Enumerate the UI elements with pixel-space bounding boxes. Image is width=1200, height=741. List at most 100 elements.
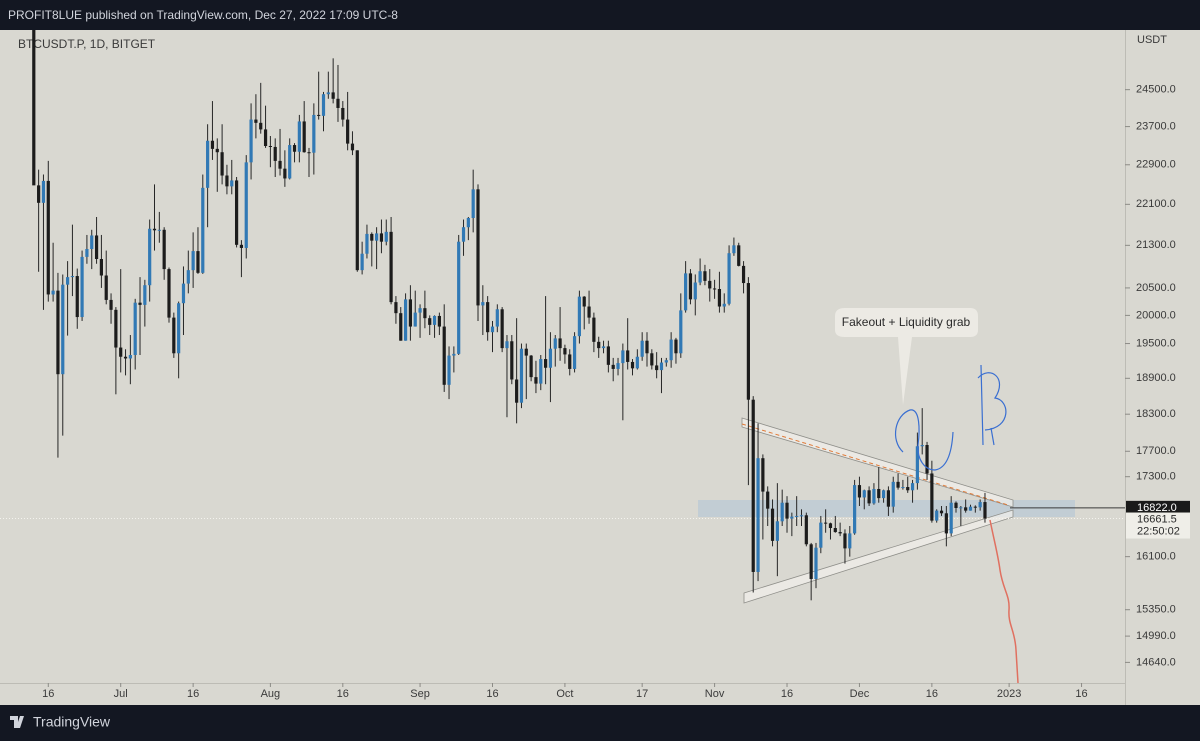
candle-body — [717, 289, 722, 307]
candle-body — [312, 114, 316, 153]
candle-body — [819, 522, 823, 548]
candle-body — [128, 355, 132, 359]
x-tick-label: 2023 — [997, 688, 1021, 700]
candle-body — [814, 547, 818, 579]
candle-body — [379, 233, 384, 242]
candle-body — [119, 347, 123, 357]
candle-body — [679, 310, 683, 354]
annotation-bubble — [835, 308, 978, 405]
candle-body — [935, 510, 939, 521]
x-tick-label: 16 — [781, 688, 793, 700]
candle-body — [452, 353, 456, 356]
candle-body — [461, 227, 466, 242]
candle-body — [302, 121, 306, 153]
annotation: Fakeout + Liquidity grab — [842, 315, 971, 329]
y-tick-label: 14990.0 — [1136, 630, 1176, 642]
candle-body — [664, 360, 668, 363]
x-tick-label: Oct — [556, 688, 573, 700]
candle-body — [891, 481, 895, 507]
candle-body — [32, 30, 36, 186]
candle-body — [973, 506, 977, 508]
candle-body — [577, 296, 581, 337]
letter-b — [977, 364, 1007, 446]
candle-body — [239, 244, 244, 248]
candle-body — [70, 276, 75, 278]
candle-body — [273, 146, 277, 161]
candle-body — [867, 490, 871, 504]
candle-body — [148, 228, 152, 286]
candle-body — [268, 145, 272, 147]
candle-body — [626, 350, 630, 362]
candle-body — [201, 187, 205, 273]
candle-body — [457, 241, 461, 354]
candle-body — [244, 162, 248, 248]
candle-body — [423, 308, 427, 319]
candle-body — [669, 339, 673, 361]
candle-body — [278, 160, 282, 169]
y-tick-label: 22100.0 — [1136, 198, 1176, 210]
candle-body — [659, 362, 664, 371]
candle-body — [360, 253, 364, 271]
candle-body — [399, 313, 403, 341]
candle-body — [862, 490, 866, 498]
candle-body — [355, 150, 359, 271]
candle-body — [80, 256, 84, 318]
x-tick-label: Dec — [850, 688, 870, 700]
candle-body — [210, 140, 215, 149]
candle-body — [99, 259, 103, 276]
candle-body — [684, 273, 688, 311]
candle-body — [254, 119, 258, 123]
y-tick-label: 22900.0 — [1136, 159, 1176, 171]
symbol: BTCUSDT.P, 1D, BITGET — [18, 37, 156, 51]
candle-body — [751, 399, 755, 572]
candle-body — [539, 359, 543, 384]
candle-body — [838, 532, 842, 534]
candle-body — [756, 458, 760, 572]
candle-body — [693, 282, 697, 300]
candle-body — [177, 303, 181, 354]
candle-body — [606, 346, 610, 365]
candle-body — [732, 245, 736, 254]
candle-body — [712, 288, 717, 290]
candle-body — [61, 284, 65, 375]
candle-body — [365, 233, 369, 254]
candle-body — [582, 296, 586, 307]
candle-body — [597, 341, 601, 349]
candle-body — [109, 299, 113, 310]
candle-body — [534, 377, 538, 384]
candle-body — [341, 107, 345, 120]
x-tick-label: Nov — [705, 688, 725, 700]
candle-body — [645, 340, 649, 354]
candle-body — [331, 92, 335, 99]
candle-body — [655, 365, 659, 371]
candle-body — [809, 544, 813, 579]
candle-body — [481, 302, 485, 306]
candle-body — [572, 336, 577, 369]
candle-body — [616, 363, 620, 369]
candle-body — [587, 306, 591, 318]
candle-body — [906, 487, 910, 491]
candle-body — [954, 502, 958, 508]
candle-body — [437, 315, 441, 327]
candle-body — [220, 152, 224, 176]
candle-body — [872, 488, 876, 504]
y-tick-label: 20500.0 — [1136, 282, 1176, 294]
y-tick-label: 19500.0 — [1136, 337, 1176, 349]
candle-body — [375, 233, 379, 241]
candle-body — [968, 506, 973, 511]
candle-body — [123, 356, 128, 359]
candle-body — [848, 533, 852, 549]
candle-body — [206, 140, 210, 188]
candle-body — [263, 129, 268, 146]
candle-body — [138, 302, 142, 305]
candle-body — [495, 309, 499, 327]
red-projection — [989, 519, 1019, 684]
y-tick-label: 24500.0 — [1136, 84, 1176, 96]
y-tick-label: 16100.0 — [1136, 551, 1176, 563]
candle-body — [486, 302, 490, 333]
scribble — [894, 409, 954, 471]
x-tick-label: Aug — [261, 688, 281, 700]
countdown: 22:50:02 — [1137, 525, 1180, 537]
